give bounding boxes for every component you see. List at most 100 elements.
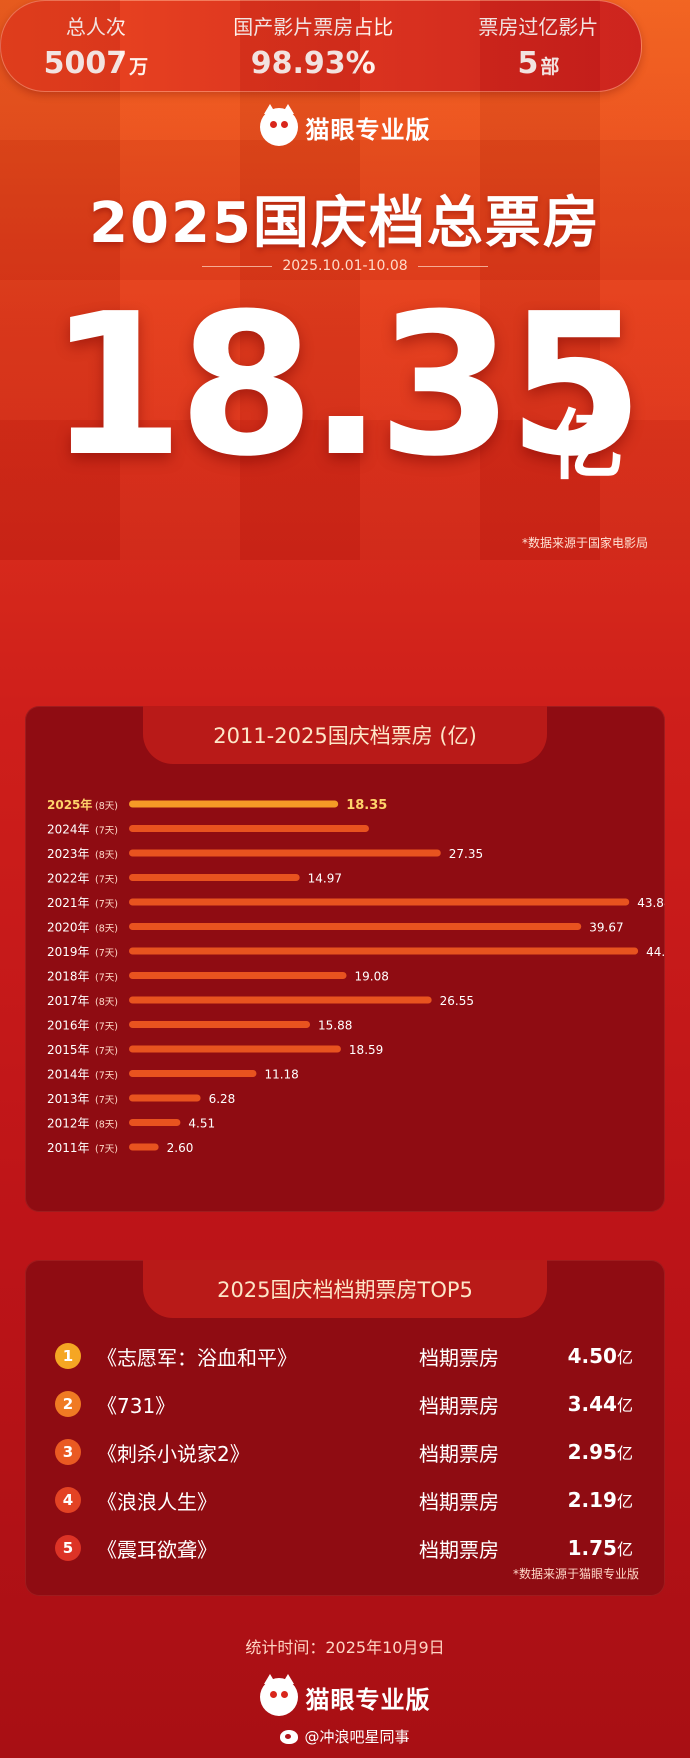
bar-value-label: 18.35 bbox=[346, 798, 387, 813]
year-label: 2023年 bbox=[47, 847, 90, 861]
movie-title: 《浪浪人生》 bbox=[97, 1489, 217, 1514]
days-label: (7天) bbox=[95, 1095, 118, 1106]
year-label: 2018年 bbox=[47, 970, 90, 984]
days-label: (7天) bbox=[95, 973, 118, 984]
year-label: 2021年 bbox=[47, 896, 90, 910]
box-office-unit: 亿 bbox=[616, 1492, 633, 1511]
top5-row: 3 《刺杀小说家2》 档期票房 2.95亿 bbox=[25, 1434, 665, 1470]
rank-badge: 2 bbox=[55, 1391, 81, 1417]
bar bbox=[129, 1094, 201, 1102]
days-label: (8天) bbox=[95, 997, 118, 1008]
stat-domestic-share: 国产影片票房占比 98.93% bbox=[233, 11, 393, 81]
bar-value-label: 44.66 bbox=[646, 945, 665, 959]
days-label: (8天) bbox=[95, 850, 118, 861]
stat-time: 统计时间：2025年10月9日 bbox=[245, 1638, 445, 1657]
bar bbox=[129, 972, 347, 979]
stat-total-admissions: 总人次 5007 万 bbox=[44, 11, 149, 81]
box-office-unit: 亿 bbox=[616, 1348, 633, 1367]
bar-value-label: 6.28 bbox=[209, 1092, 236, 1106]
weibo-watermark: @冲浪吧星同事 bbox=[0, 1726, 690, 1747]
days-label: (7天) bbox=[95, 1144, 118, 1155]
year-label: 2014年 bbox=[47, 1068, 90, 1082]
stat-number: 98.93% bbox=[250, 46, 376, 81]
bar bbox=[129, 923, 582, 930]
rank-badge: 1 bbox=[55, 1343, 81, 1369]
days-label: (8天) bbox=[95, 924, 118, 935]
chart-panel: 2011-2025国庆档票房 (亿) 2025年 (8天) 18.35 2024年 (7… bbox=[25, 706, 665, 1212]
bar-value-label: 27.35 bbox=[449, 847, 483, 861]
bar bbox=[129, 1119, 181, 1126]
stat-value: 5007 万 bbox=[44, 46, 149, 81]
year-label: 2016年 bbox=[47, 1019, 90, 1033]
bar-value-label: 11.18 bbox=[264, 1068, 298, 1082]
stat-unit: 部 bbox=[540, 56, 560, 78]
bar-value-label: 14.97 bbox=[308, 872, 342, 886]
top5-row: 4 《浪浪人生》 档期票房 2.19亿 bbox=[25, 1482, 665, 1518]
bar bbox=[129, 800, 339, 808]
year-label: 2015年 bbox=[47, 1043, 90, 1057]
box-office-value: 1.75亿 bbox=[567, 1536, 633, 1560]
stat-label: 票房过亿影片 bbox=[478, 15, 599, 39]
brand-name: 猫眼专业版 bbox=[305, 115, 431, 144]
date-range-text: 2025.10.01-10.08 bbox=[282, 258, 408, 274]
chart-title: 2011-2025国庆档票房 (亿) bbox=[143, 706, 547, 764]
stat-label: 总人次 bbox=[65, 15, 126, 39]
box-office-value: 2.19亿 bbox=[567, 1488, 633, 1512]
movie-title: 《刺杀小说家2》 bbox=[97, 1441, 250, 1466]
year-label: 2025年 bbox=[47, 797, 92, 812]
brand-header: 猫眼专业版 bbox=[0, 104, 690, 146]
stat-number: 5007 bbox=[43, 46, 128, 81]
maoyan-cat-icon bbox=[259, 1674, 298, 1716]
bar-value-label: 26.55 bbox=[440, 994, 474, 1008]
days-label: (7天) bbox=[95, 948, 118, 959]
box-office-unit: 亿 bbox=[616, 1444, 633, 1463]
box-office-unit: 亿 bbox=[616, 1540, 633, 1559]
bar bbox=[129, 1070, 257, 1077]
footer-brand: 猫眼专业版 bbox=[0, 1674, 690, 1716]
days-label: (7天) bbox=[95, 1022, 118, 1033]
bar-value-label: 39.67 bbox=[589, 921, 623, 935]
year-label: 2024年 bbox=[47, 823, 90, 837]
top5-row: 2 《731》 档期票房 3.44亿 bbox=[25, 1386, 665, 1422]
days-label: (7天) bbox=[95, 1046, 118, 1057]
box-office-label: 档期票房 bbox=[419, 1441, 499, 1466]
bar-value-label: 2.60 bbox=[167, 1141, 194, 1155]
box-office-value: 2.95亿 bbox=[567, 1440, 633, 1464]
bar-value-label: 4.51 bbox=[188, 1117, 215, 1131]
rank-badge: 3 bbox=[55, 1439, 81, 1465]
movie-title: 《志愿军：浴血和平》 bbox=[97, 1345, 297, 1370]
bar bbox=[129, 1143, 159, 1151]
weibo-icon bbox=[280, 1729, 299, 1744]
rank-badge: 5 bbox=[55, 1535, 81, 1561]
bar bbox=[129, 874, 300, 881]
movie-title: 《731》 bbox=[97, 1393, 176, 1418]
footer-brand-name: 猫眼专业版 bbox=[305, 1685, 431, 1714]
days-label: (7天) bbox=[95, 1071, 118, 1082]
page-title: 2025国庆档总票房 bbox=[89, 191, 601, 256]
days-label: (8天) bbox=[95, 1120, 118, 1131]
box-office-label: 档期票房 bbox=[419, 1345, 499, 1370]
bar bbox=[129, 898, 630, 906]
days-label: (7天) bbox=[95, 826, 118, 837]
stat-label: 国产影片票房占比 bbox=[233, 15, 394, 39]
stat-unit: 万 bbox=[129, 56, 149, 78]
total-box-office-unit: 亿 bbox=[548, 401, 624, 490]
divider-line bbox=[417, 265, 488, 267]
bar bbox=[129, 996, 432, 1004]
box-office-label: 档期票房 bbox=[419, 1489, 499, 1514]
bar bbox=[129, 1045, 341, 1053]
bar bbox=[129, 947, 639, 955]
bar-value-label: 43.88 bbox=[637, 896, 665, 910]
year-label: 2017年 bbox=[47, 994, 90, 1008]
days-label: (7天) bbox=[95, 899, 118, 910]
box-office-unit: 亿 bbox=[616, 1396, 633, 1415]
top5-row: 5 《震耳欲聋》 档期票房 1.75亿 bbox=[25, 1530, 665, 1566]
divider-line bbox=[202, 265, 273, 267]
total-box-office-value: 18.35 bbox=[48, 272, 644, 500]
box-office-label: 档期票房 bbox=[419, 1537, 499, 1562]
year-label: 2022年 bbox=[47, 872, 90, 886]
maoyan-cat-icon bbox=[259, 104, 298, 146]
bar-value-label: 19.08 bbox=[355, 970, 389, 984]
